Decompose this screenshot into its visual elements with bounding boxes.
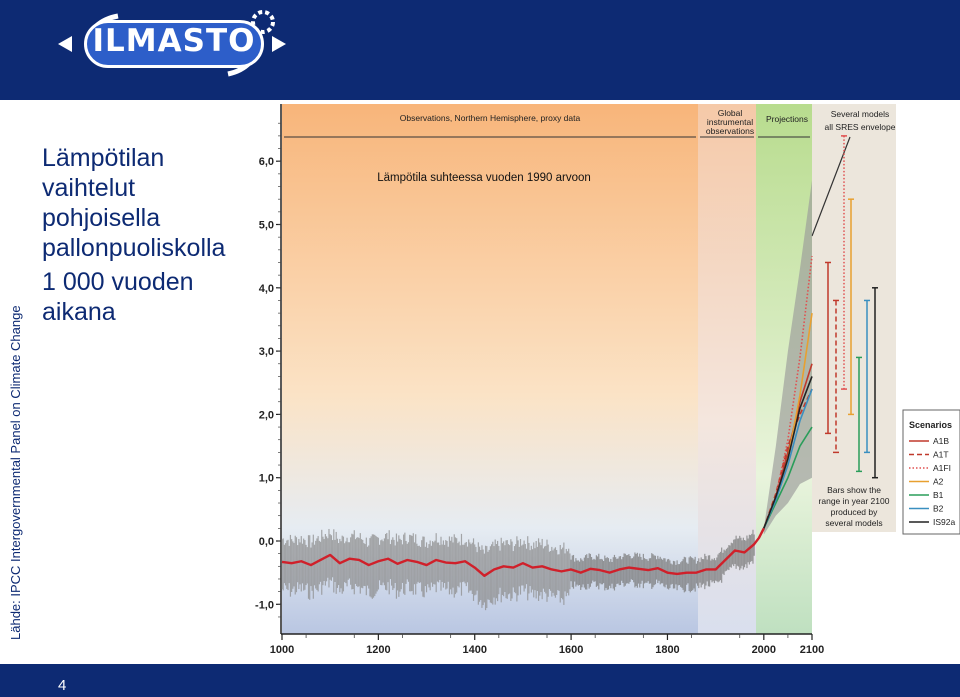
bars-note-line: Bars show the (827, 485, 881, 495)
logo-text: ILMASTO (92, 23, 256, 59)
y-tick-label: 1,0 (259, 473, 274, 485)
legend-label: IS92a (933, 517, 955, 527)
legend-label: A1B (933, 436, 949, 446)
title-line: aikana (42, 298, 116, 326)
title-line: Lämpötilan (42, 144, 165, 172)
x-tick-label: 1600 (559, 644, 583, 656)
ilmasto-logo[interactable]: ILMASTO (58, 8, 286, 82)
instrumental-label: Global (718, 108, 743, 118)
bars-note-line: several models (825, 518, 882, 528)
legend-label: A2 (933, 477, 944, 487)
y-tick-label: -1,0 (255, 599, 274, 611)
scenario-legend: Scenarios A1B A1T A1FI A2 B1 B2 IS92a (902, 409, 960, 535)
instrumental-label: instrumental (707, 117, 753, 127)
scenario-lines (763, 256, 813, 529)
bars-note: Bars show the range in year 2100 produce… (819, 485, 890, 528)
y-tick-label: 5,0 (259, 220, 274, 232)
envelope-label: all SRES envelope (825, 122, 896, 132)
title-line: 1 000 vuoden (42, 268, 194, 296)
panel-labels: Observations, Northern Hemisphere, proxy… (400, 108, 896, 136)
page-number: 4 (58, 677, 67, 694)
header-bar: ILMASTO (0, 0, 960, 100)
proxy-temperature-line (281, 527, 765, 578)
x-tick-label: 2100 (800, 644, 824, 656)
proxy-line-path (281, 527, 765, 578)
scenario-line-b1 (763, 426, 813, 529)
envelope-label: Several models (831, 109, 890, 119)
bars-note-line: range in year 2100 (819, 496, 890, 506)
scenario-line-a1fi (763, 256, 813, 529)
legend-box (902, 409, 960, 535)
projections-label: Projections (766, 114, 808, 124)
legend-label: B1 (933, 490, 944, 500)
bars-note-line: produced by (831, 507, 879, 517)
x-tick-label: 1800 (655, 644, 679, 656)
envelope-panel (812, 104, 896, 532)
legend-label: B2 (933, 504, 944, 514)
y-tick-label: 3,0 (259, 346, 274, 358)
title-line: pohjoisella (42, 204, 161, 232)
temperature-chart: Observations, Northern Hemisphere, proxy… (255, 104, 960, 656)
page-title: Lämpötilan vaihtelut pohjoisella pallonp… (42, 143, 225, 327)
annotation-line: Lämpötila suhteessa vuoden 1990 arvoon (377, 172, 591, 184)
legend-label: A1FI (933, 463, 951, 473)
x-tick-label: 1400 (462, 644, 486, 656)
title-line: pallonpuoliskolla (42, 234, 226, 262)
title-line: vaihtelut (42, 174, 136, 202)
range-bars (825, 135, 878, 479)
x-tick-label: 1200 (366, 644, 390, 656)
footer-bar (0, 664, 960, 697)
observations-label: Observations, Northern Hemisphere, proxy… (400, 113, 581, 123)
legend-title: Scenarios (909, 420, 952, 430)
scenario-line-is92a (763, 376, 813, 529)
y-tick-label: 4,0 (259, 283, 274, 295)
y-tick-label: 0,0 (259, 536, 274, 548)
logo-pill (84, 20, 264, 68)
legend-label: A1T (933, 450, 949, 460)
y-tick-label: 6,0 (259, 156, 274, 168)
axes: -1,0 0,0 1,0 2,0 3,0 4,0 5,0 6,0 1000 1200 1400 160… (255, 104, 824, 656)
instrumental-label: observations (706, 126, 754, 136)
y-tick-label: 2,0 (259, 409, 274, 421)
x-tick-label: 1000 (270, 644, 294, 656)
x-tick-label: 2000 (752, 644, 776, 656)
